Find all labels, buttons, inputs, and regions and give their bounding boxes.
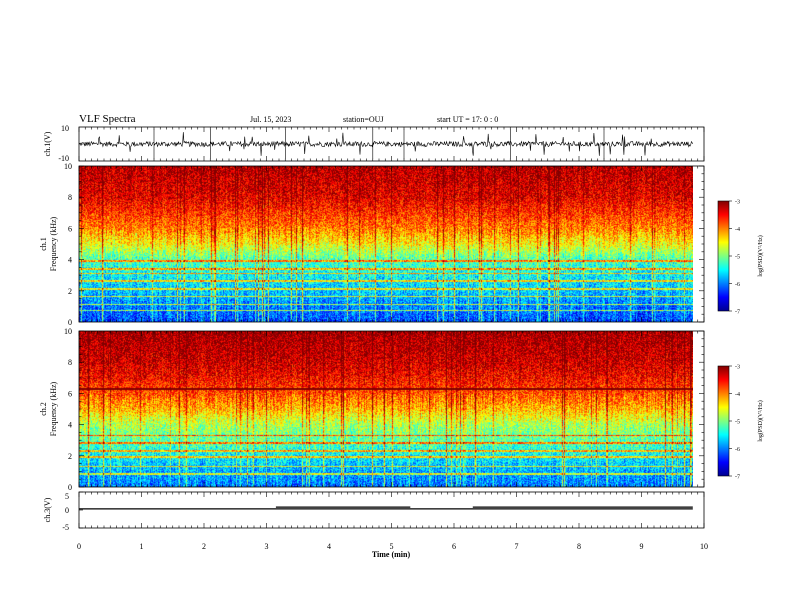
ch1-ytick-bottom: -10: [58, 154, 69, 163]
ch2-colorbar-tick-label: -6: [735, 447, 740, 453]
ch1-spec-ytick-label: 8: [68, 193, 72, 202]
ch2-spec-ytick-label: 10: [64, 327, 72, 336]
ch2-colorbar-tick-label: -5: [735, 420, 740, 426]
ch1-waveform-trace: [78, 128, 694, 160]
ch1-spec-ytick-label: 0: [68, 318, 72, 327]
ch3-ticks: [78, 491, 705, 529]
ch1-spectrogram-ticks: [78, 165, 705, 323]
date-label: Jul. 15, 2023: [250, 115, 291, 124]
ch1-waveform-panel: 10 -10 ch.1(V): [43, 124, 705, 163]
time-tick-label: 9: [640, 542, 644, 551]
ch1-spec-ytick-label: 4: [68, 256, 72, 265]
ch3-ytick-0: 0: [65, 506, 69, 515]
time-tick-label: 6: [452, 542, 456, 551]
ch2-frequency-ticklabels: 0 2 4 6 8 10: [64, 327, 72, 492]
ch1-colorbar-tick-label: -6: [735, 282, 740, 288]
ch1-frequency-ticklabels: 0 2 4 6 8 10: [64, 162, 72, 327]
ch3-ytick-minus5: -5: [62, 523, 69, 532]
ch1-colorbar-tick-label: -5: [735, 255, 740, 261]
ch1-spec-ytick-label: 10: [64, 162, 72, 171]
time-tick-label: 4: [327, 542, 331, 551]
time-tick-label: 10: [700, 542, 708, 551]
ch2-colorbar-tick-label: -7: [735, 475, 740, 481]
ch1-spectrogram-ylabel-line1: ch.1: [39, 237, 48, 251]
ch2-spec-ytick-label: 2: [68, 452, 72, 461]
ch3-signal-trace: [79, 506, 693, 510]
ch1-colorbar-tick-label: -4: [735, 227, 740, 233]
time-tick-label: 7: [515, 542, 519, 551]
ch1-ylabel: ch.1(V): [43, 131, 52, 156]
ch2-spectrogram-ylabel-line2: Frequency (kHz): [49, 381, 58, 436]
ch1-colorbar: -3 -4 -5 -6 -7 log(PSD)(V²/Hz): [717, 200, 764, 316]
time-tick-label: 0: [77, 542, 81, 551]
ch2-spectrogram-panel: 0 2 4 6 8 10 ch.2 Frequency (kHz): [39, 327, 705, 492]
time-tick-label: 3: [265, 542, 269, 551]
time-tick-label: 5: [390, 542, 394, 551]
ch1-spectrogram-panel: 0 2 4 6 8 10 ch.1 Frequency (kHz): [39, 162, 705, 327]
ch2-spectrogram-ylabel-line1: ch.2: [39, 402, 48, 416]
time-axis-label: Time (min): [372, 550, 411, 559]
ch3-ytick-5: 5: [65, 492, 69, 501]
ch2-spectrogram-image: [79, 331, 693, 487]
ch1-ticks: [78, 127, 705, 161]
time-tick-label: 1: [140, 542, 144, 551]
ch3-ylabel: ch.3(V): [43, 497, 52, 522]
ch2-spec-ytick-label: 6: [68, 389, 72, 398]
figure-title: VLF Spectra: [79, 113, 136, 125]
start-time-label: start UT = 17: 0 : 0: [437, 115, 498, 124]
ch3-panel: 5 0 -5 ch.3(V) 0 1 2 3 4 5 6 7 8 9 10 Time (min): [43, 491, 708, 559]
ch1-colorbar-gradient: [718, 201, 729, 311]
time-axis-ticklabels: 0 1 2 3 4 5 6 7 8 9 10: [77, 542, 708, 551]
ch1-colorbar-ticks: -3 -4 -5 -6 -7: [729, 200, 740, 316]
ch2-colorbar-label: log(PSD)(V²/Hz): [757, 400, 764, 441]
ch2-colorbar-ticks: -3 -4 -5 -6 -7: [729, 365, 740, 481]
ch2-spec-ytick-label: 4: [68, 421, 72, 430]
ch1-spec-ytick-label: 6: [68, 224, 72, 233]
ch2-colorbar-gradient: [718, 366, 729, 476]
ch1-spec-ytick-label: 2: [68, 287, 72, 296]
ch1-colorbar-label: log(PSD)(V²/Hz): [757, 235, 764, 276]
station-label: station=OUJ: [343, 115, 384, 124]
ch1-spectrogram-ylabel-line2: Frequency (kHz): [49, 216, 58, 271]
ch1-spectrogram-image: [79, 166, 693, 322]
time-tick-label: 8: [577, 542, 581, 551]
time-tick-label: 2: [202, 542, 206, 551]
ch2-colorbar-tick-label: -4: [735, 392, 740, 398]
ch2-spec-ytick-label: 0: [68, 483, 72, 492]
ch2-colorbar-tick-label: -3: [735, 365, 740, 371]
ch2-spectrogram-ticks: [78, 330, 705, 488]
ch2-spec-ytick-label: 8: [68, 358, 72, 367]
ch2-colorbar: -3 -4 -5 -6 -7 log(PSD)(V²/Hz): [717, 365, 764, 481]
ch1-colorbar-tick-label: -7: [735, 310, 740, 316]
ch1-colorbar-tick-label: -3: [735, 200, 740, 206]
ch1-ytick-top: 10: [61, 124, 69, 133]
